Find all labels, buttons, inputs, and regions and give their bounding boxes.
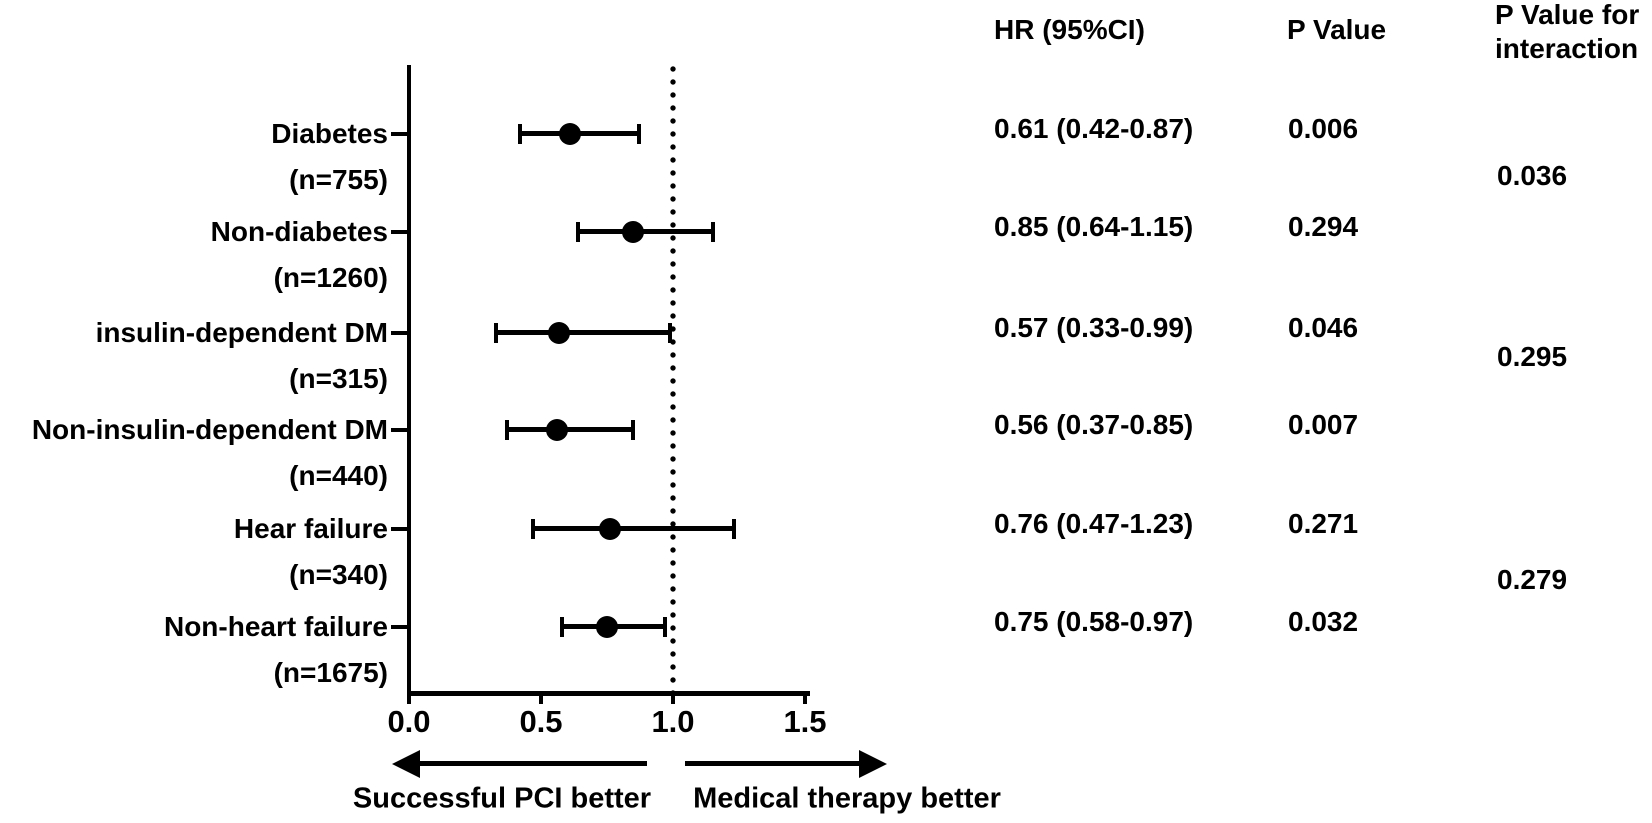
ci-cap-high bbox=[631, 420, 636, 440]
category-label: insulin-dependent DM bbox=[95, 317, 388, 348]
n-label: (n=340) bbox=[289, 559, 388, 590]
ci-line bbox=[577, 229, 713, 234]
ci-cap-low bbox=[560, 617, 565, 637]
category-label: Hear failure bbox=[233, 513, 388, 544]
ci-line bbox=[533, 526, 734, 531]
x-axis-tick-label: 0.5 bbox=[519, 704, 563, 739]
n-label: (n=755) bbox=[289, 164, 388, 195]
p-value: 0.271 bbox=[1288, 508, 1359, 539]
x-axis-tick-label: 1.0 bbox=[651, 704, 695, 739]
column-header-p-interaction: P Value for interaction bbox=[1495, 0, 1639, 66]
column-header-p-interaction-line1: P Value for bbox=[1495, 0, 1640, 30]
column-header-hr: HR (95%CI) bbox=[994, 14, 1145, 45]
p-value: 0.294 bbox=[1288, 211, 1359, 242]
ci-cap-low bbox=[531, 519, 536, 539]
category-label: Non-insulin-dependent DM bbox=[31, 414, 388, 445]
point-estimate-marker bbox=[559, 123, 582, 145]
ci-cap-high bbox=[636, 124, 641, 144]
ci-cap-low bbox=[494, 323, 499, 343]
category-tick bbox=[391, 230, 409, 234]
p-value: 0.006 bbox=[1288, 113, 1359, 144]
column-header-p-interaction-line2: interaction bbox=[1495, 33, 1639, 64]
column-header-p-value: P Value bbox=[1287, 14, 1387, 45]
hr-ci-value: 0.56 (0.37-0.85) bbox=[994, 409, 1194, 440]
category-label: Non-diabetes bbox=[210, 216, 388, 247]
n-label: (n=440) bbox=[289, 460, 388, 491]
ci-cap-high bbox=[668, 323, 673, 343]
category-tick bbox=[391, 331, 409, 335]
point-estimate-marker bbox=[596, 616, 618, 638]
left-arrow-head-icon bbox=[392, 750, 420, 778]
n-label: (n=1260) bbox=[273, 262, 388, 293]
category-tick bbox=[391, 527, 409, 531]
point-estimate-marker bbox=[622, 221, 645, 243]
category-label: Non-heart failure bbox=[163, 611, 388, 642]
right-arrow-shaft bbox=[685, 761, 862, 766]
ci-line bbox=[496, 330, 671, 335]
hr-ci-value: 0.61 (0.42-0.87) bbox=[994, 113, 1194, 144]
y-axis-line bbox=[407, 65, 411, 693]
ci-cap-low bbox=[517, 124, 522, 144]
category-tick bbox=[391, 625, 409, 629]
ci-cap-high bbox=[731, 519, 736, 539]
category-label: Diabetes bbox=[271, 118, 388, 149]
p-value: 0.007 bbox=[1288, 409, 1359, 440]
point-estimate-marker bbox=[548, 322, 571, 344]
x-axis-tick bbox=[803, 694, 807, 704]
ci-cap-high bbox=[663, 617, 668, 637]
interaction-p-value: 0.295 bbox=[1497, 341, 1568, 372]
hr-ci-value: 0.85 (0.64-1.15) bbox=[994, 211, 1194, 242]
x-axis-line bbox=[407, 691, 810, 696]
ci-cap-low bbox=[504, 420, 509, 440]
ci-cap-high bbox=[710, 222, 715, 242]
n-label: (n=315) bbox=[289, 363, 388, 394]
x-axis-tick-label: 1.5 bbox=[783, 704, 827, 739]
p-value: 0.032 bbox=[1288, 606, 1359, 637]
p-value: 0.046 bbox=[1288, 312, 1359, 343]
category-tick bbox=[391, 428, 409, 432]
category-tick bbox=[391, 132, 409, 136]
ci-line bbox=[506, 427, 634, 432]
interaction-p-value: 0.036 bbox=[1497, 160, 1568, 191]
hr-ci-value: 0.76 (0.47-1.23) bbox=[994, 508, 1194, 539]
hr-ci-value: 0.75 (0.58-0.97) bbox=[994, 606, 1194, 637]
direction-label-left: Successful PCI better bbox=[352, 782, 652, 815]
point-estimate-marker bbox=[545, 419, 568, 441]
interaction-p-value: 0.279 bbox=[1497, 564, 1568, 595]
x-axis-tick bbox=[671, 694, 675, 704]
direction-label-right: Medical therapy better bbox=[693, 782, 1001, 815]
x-axis-tick-label: 0.0 bbox=[387, 704, 431, 739]
reference-line-dotted bbox=[670, 63, 676, 692]
hr-ci-value: 0.57 (0.33-0.99) bbox=[994, 312, 1194, 343]
point-estimate-marker bbox=[598, 518, 621, 540]
n-label: (n=1675) bbox=[273, 657, 388, 688]
right-arrow-head-icon bbox=[859, 750, 887, 778]
left-arrow-shaft bbox=[419, 761, 647, 766]
x-axis-tick bbox=[407, 694, 411, 704]
ci-cap-low bbox=[575, 222, 580, 242]
x-axis-tick bbox=[539, 694, 543, 704]
